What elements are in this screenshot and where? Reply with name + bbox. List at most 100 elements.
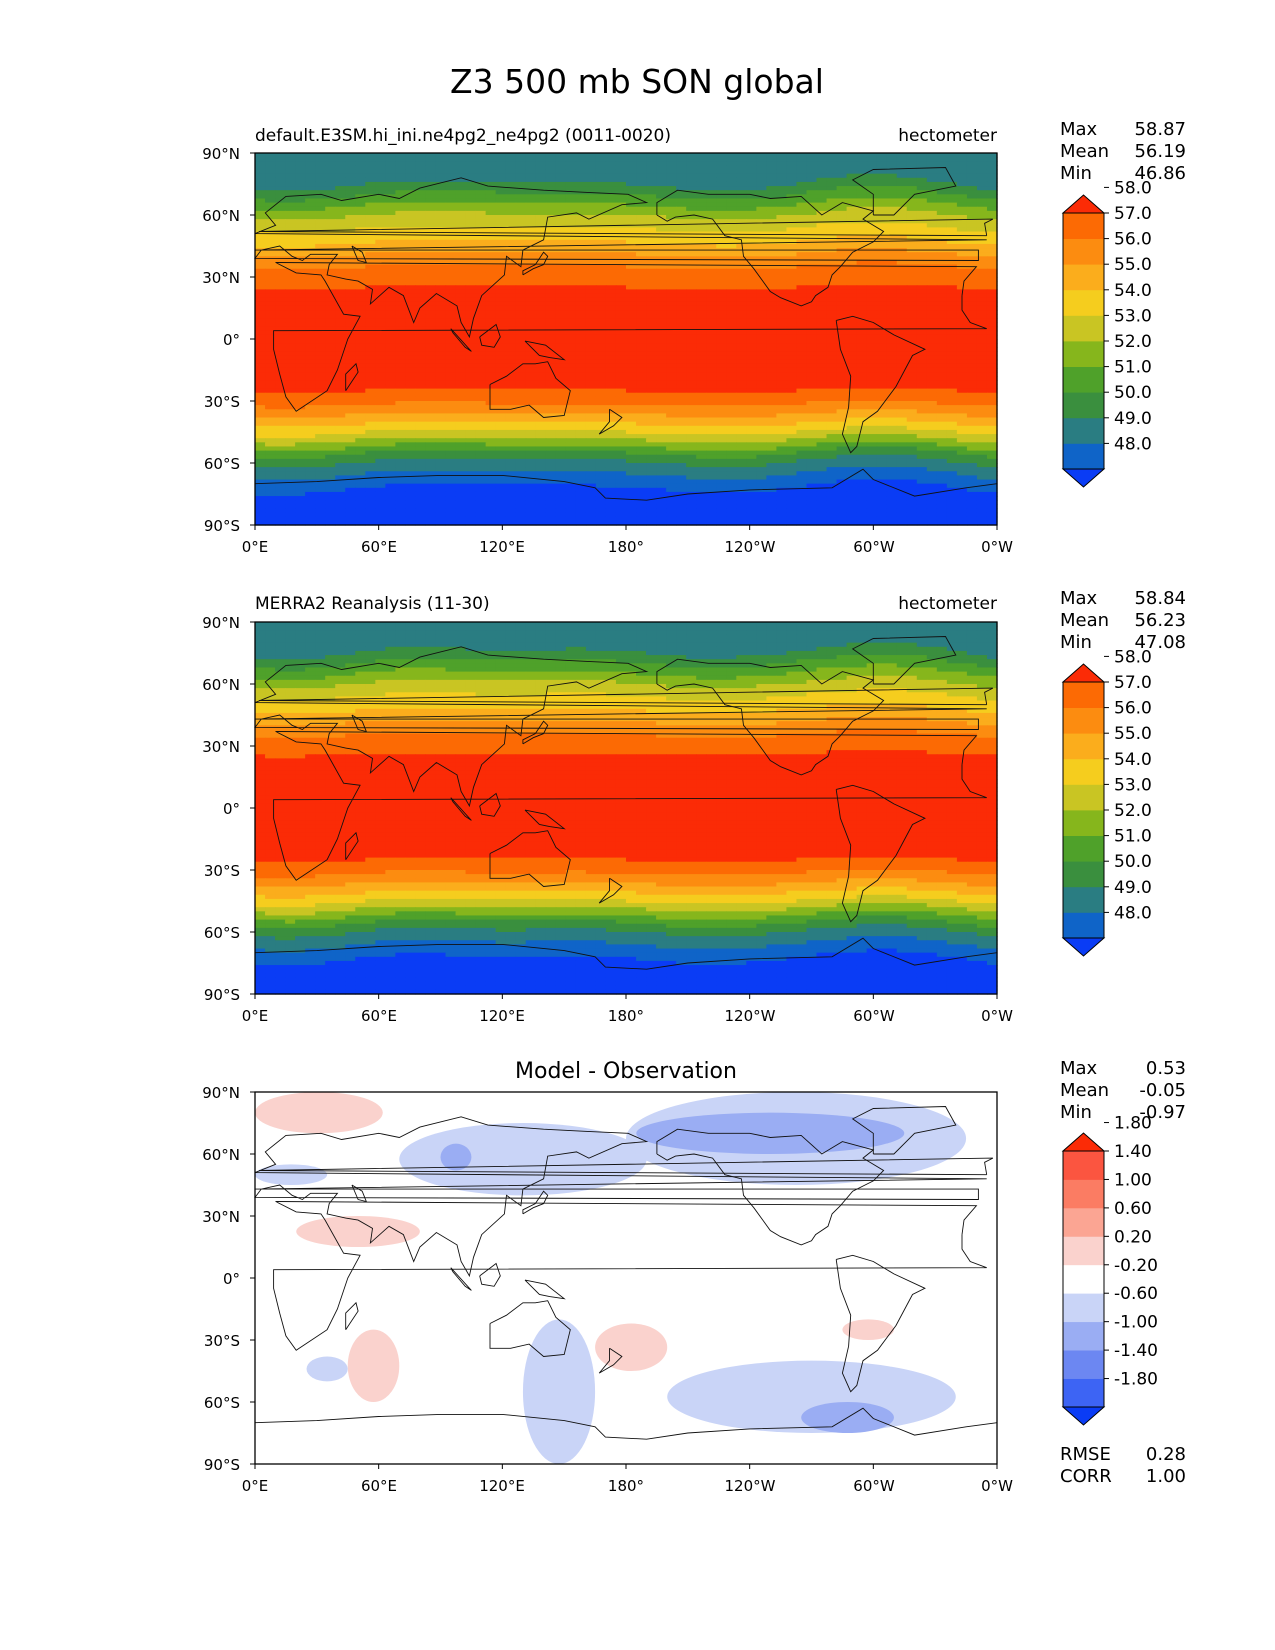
field-cell <box>275 264 286 270</box>
field-cell <box>946 347 958 352</box>
field-cell <box>285 272 296 278</box>
field-cell <box>545 376 557 381</box>
field-cell <box>866 157 878 162</box>
field-cell <box>756 190 767 195</box>
field-cell <box>816 413 828 419</box>
field-cell <box>896 194 908 200</box>
field-cell <box>385 210 396 216</box>
field-cell <box>826 227 838 233</box>
field-cell <box>395 285 407 290</box>
field-cell <box>776 210 788 216</box>
field-cell <box>605 380 617 386</box>
field-cell <box>756 297 767 303</box>
field-cell <box>555 425 567 431</box>
field-cell <box>355 343 366 348</box>
field-cell <box>966 363 978 369</box>
field-cell <box>415 384 427 390</box>
field-cell <box>746 243 757 249</box>
field-cell <box>946 396 958 402</box>
field-cell <box>465 421 477 427</box>
field-cell <box>926 194 938 200</box>
field-cell <box>836 161 848 166</box>
field-cell <box>585 194 597 200</box>
field-cell <box>445 190 457 195</box>
field-cell <box>666 343 677 348</box>
field-cell <box>475 363 487 369</box>
field-cell <box>365 305 376 311</box>
field-cell <box>656 285 667 290</box>
field-cell <box>806 277 818 282</box>
field-cell <box>796 310 808 315</box>
field-cell <box>826 161 838 166</box>
field-cell <box>726 405 737 410</box>
field-cell <box>646 215 657 220</box>
field-cell <box>846 401 858 406</box>
field-cell <box>595 194 607 200</box>
field-cell <box>305 322 316 328</box>
field-cell <box>565 388 577 394</box>
field-cell <box>706 401 717 406</box>
field-cell <box>335 190 346 195</box>
field-cell <box>966 405 978 410</box>
field-cell <box>696 392 707 398</box>
field-cell <box>876 260 888 266</box>
field-cell <box>515 194 527 200</box>
field-cell <box>966 194 978 200</box>
field-cell <box>375 405 386 410</box>
field-cell <box>535 372 547 377</box>
field-cell <box>726 252 737 257</box>
field-cell <box>706 264 717 270</box>
field-cell <box>445 281 457 286</box>
field-cell <box>656 339 667 344</box>
field-cell <box>595 173 607 179</box>
field-cell <box>425 355 437 361</box>
field-cell <box>696 186 707 191</box>
field-cell <box>385 310 396 315</box>
field-cell <box>525 181 537 187</box>
field-cell <box>626 396 637 402</box>
field-cell <box>475 153 487 158</box>
field-cell <box>686 401 697 406</box>
field-cell <box>906 215 918 220</box>
field-cell <box>986 293 998 299</box>
field-cell <box>626 392 637 398</box>
field-cell <box>405 359 417 365</box>
field-cell <box>746 194 757 200</box>
field-cell <box>796 281 808 286</box>
field-cell <box>786 215 798 220</box>
field-cell <box>265 177 276 183</box>
field-cell <box>505 318 517 324</box>
field-cell <box>726 256 737 262</box>
field-cell <box>325 372 336 377</box>
field-cell <box>696 359 707 365</box>
field-cell <box>365 380 376 386</box>
field-cell <box>335 186 346 191</box>
field-cell <box>365 314 376 319</box>
field-cell <box>836 177 848 183</box>
field-cell <box>255 297 266 303</box>
field-cell <box>555 198 567 204</box>
field-cell <box>706 330 717 336</box>
field-cell <box>315 153 326 158</box>
field-cell <box>906 277 918 282</box>
field-cell <box>355 268 366 274</box>
field-cell <box>605 281 617 286</box>
field-cell <box>525 376 537 381</box>
field-cell <box>856 392 868 398</box>
field-cell <box>305 405 316 410</box>
field-cell <box>986 194 998 200</box>
field-cell <box>926 281 938 286</box>
field-cell <box>365 165 376 171</box>
field-cell <box>275 206 286 212</box>
field-cell <box>916 413 928 419</box>
field-cell <box>736 396 747 402</box>
field-cell <box>896 239 908 245</box>
field-cell <box>535 351 547 357</box>
field-cell <box>786 367 798 373</box>
field-cell <box>285 235 296 241</box>
field-cell <box>345 277 356 282</box>
field-cell <box>816 169 828 175</box>
field-cell <box>656 260 667 266</box>
field-cell <box>636 227 647 233</box>
field-cell <box>906 181 918 187</box>
